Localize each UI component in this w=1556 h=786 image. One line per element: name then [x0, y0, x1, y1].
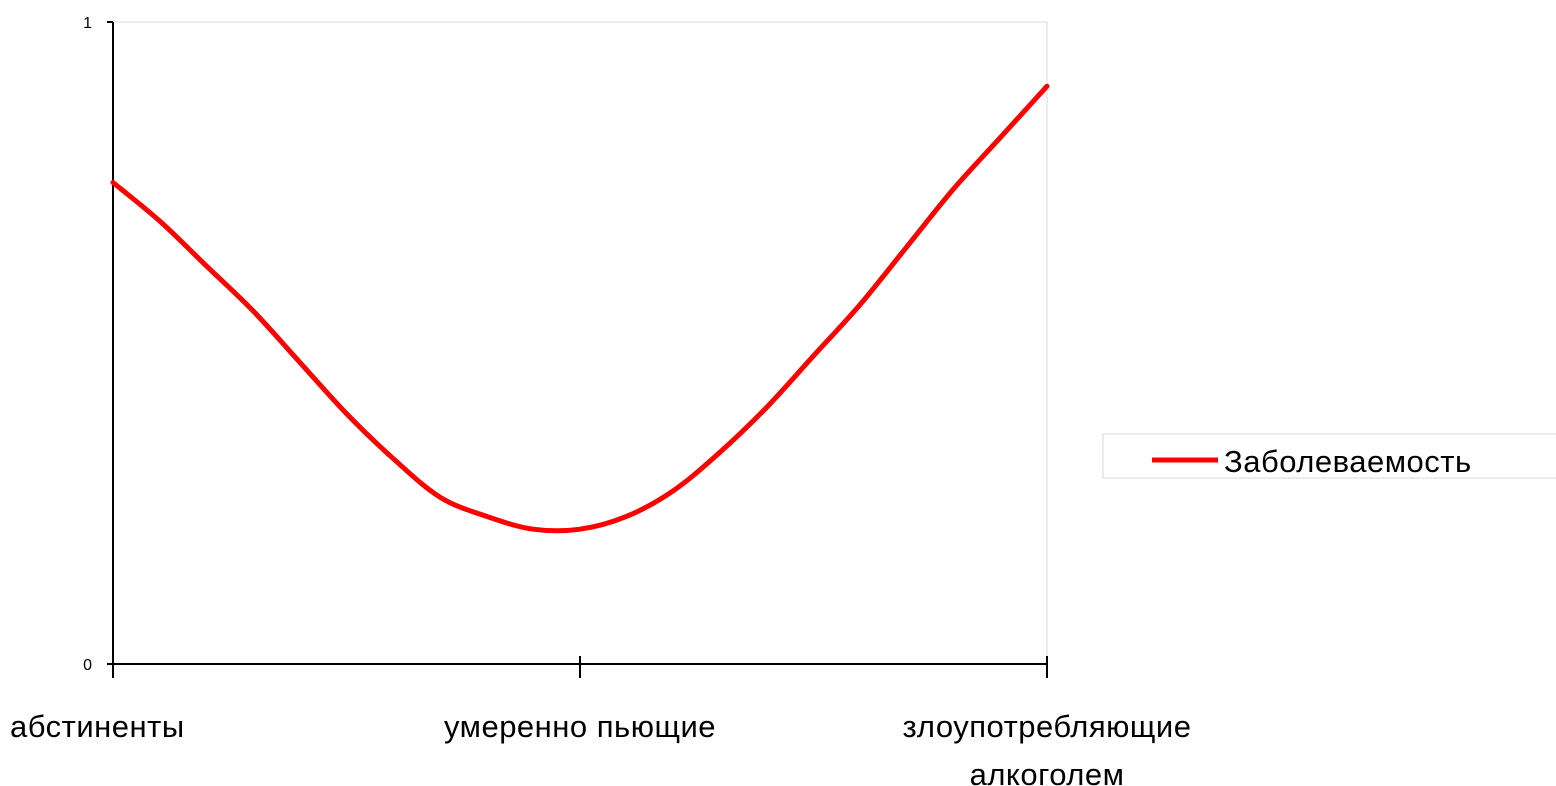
series-line	[110, 83, 1050, 534]
category-label: злоупотребляющие алкоголем	[903, 709, 1192, 786]
category-label: умеренно пьющие	[444, 709, 716, 744]
y-tick-label: 0	[83, 657, 92, 674]
series-group	[110, 83, 1050, 534]
legend-box	[1102, 433, 1556, 479]
category-label: абстиненты	[10, 709, 185, 744]
category-labels: абстиненты умеренно пьющие злоупотребляющи…	[10, 709, 1191, 786]
legend-label: Заболеваемость	[1224, 444, 1472, 479]
plot-area	[112, 21, 1048, 665]
y-tick-label: 1	[83, 15, 92, 32]
legend: Заболеваемость	[1102, 433, 1556, 479]
x-ticks	[112, 656, 1048, 678]
y-ticks: 01	[83, 15, 113, 674]
